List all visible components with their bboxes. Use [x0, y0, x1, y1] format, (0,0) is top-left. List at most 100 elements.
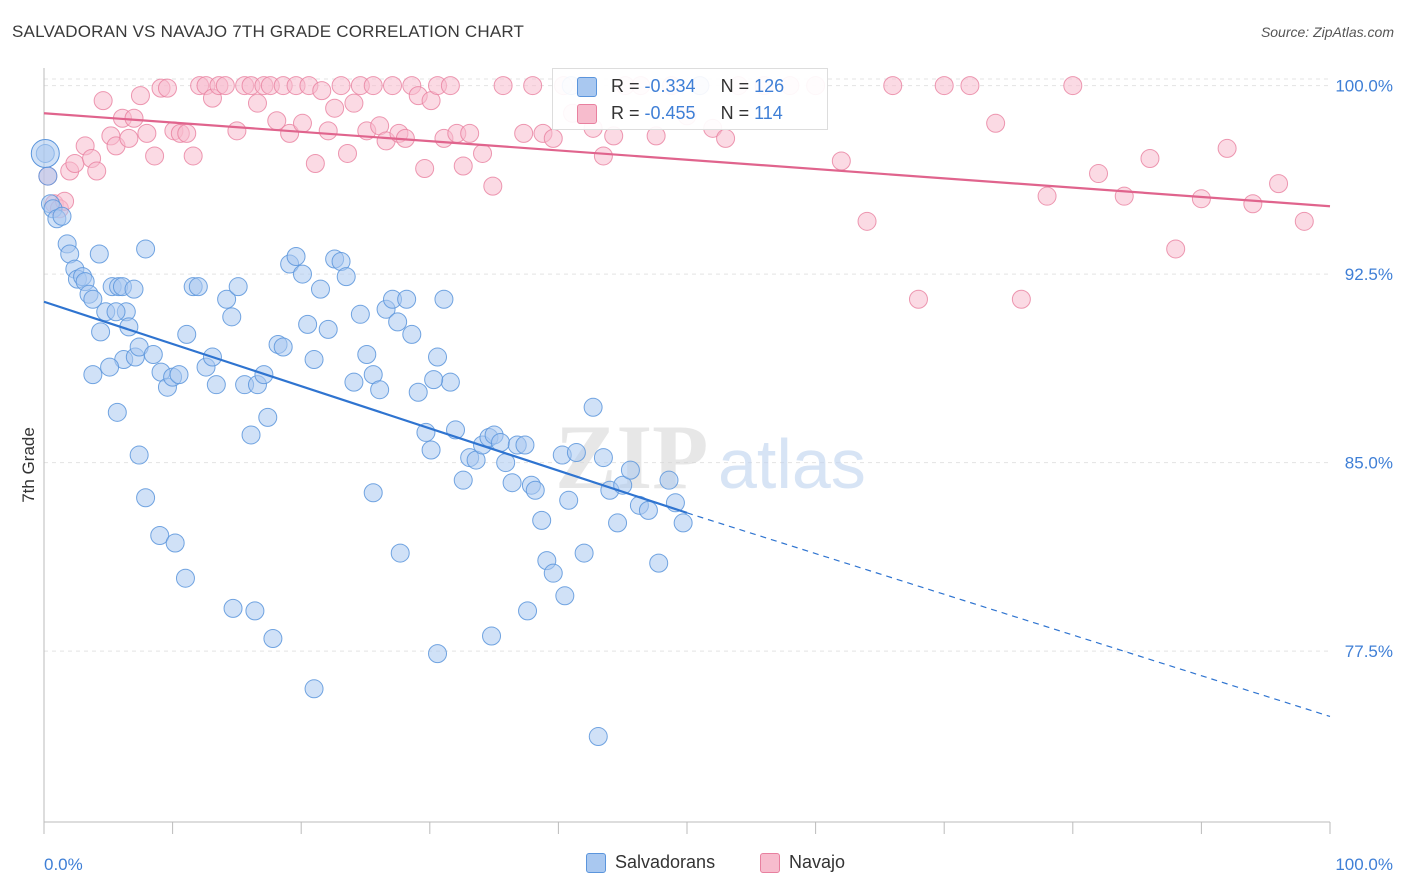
salvadorans-point — [258, 407, 278, 427]
x-tick-label: 100.0% — [1335, 855, 1393, 874]
y-axis-title: 7th Grade — [19, 427, 38, 503]
n-value: 114 — [754, 103, 783, 123]
salvadorans-point — [555, 586, 575, 606]
salvadorans-point — [263, 629, 283, 649]
navajo-point — [157, 78, 177, 98]
navajo-point — [1217, 138, 1237, 158]
salvadorans-point — [588, 727, 608, 747]
navajo-point — [1037, 186, 1057, 206]
n-label: N = — [720, 76, 755, 96]
navajo-point — [1166, 239, 1186, 259]
legend-item-navajo[interactable]: Navajo — [760, 852, 845, 873]
axes — [43, 68, 1331, 834]
salvadorans-point — [649, 553, 669, 573]
y-tick-label: 100.0% — [1335, 77, 1393, 96]
navajo-point — [483, 176, 503, 196]
navajo-legend-swatch — [760, 852, 780, 873]
salvadorans-point — [559, 490, 579, 510]
salvadorans-point — [525, 480, 545, 500]
salvadorans-point — [228, 277, 248, 297]
navajo-point — [716, 128, 736, 148]
salvadorans-point — [336, 267, 356, 287]
navajo-point — [453, 156, 473, 176]
salvadorans-point — [223, 598, 243, 618]
navajo-point — [305, 154, 325, 174]
salvadorans-point — [370, 380, 390, 400]
salvadorans-legend-swatch — [586, 852, 606, 873]
navajo-point — [831, 151, 851, 171]
navajo-point — [934, 76, 954, 96]
salvadorans-point — [583, 397, 603, 417]
salvadorans-point — [397, 289, 417, 309]
salvadorans-point — [502, 473, 522, 493]
trend-lines — [43, 112, 1331, 718]
salvadorans-point — [532, 510, 552, 530]
salvadorans-point — [286, 247, 306, 266]
salvadorans-point — [388, 312, 408, 332]
salvadorans-point — [241, 425, 261, 445]
salvadorans-point — [428, 644, 448, 664]
r-label: R = — [611, 76, 645, 96]
navajo-point — [460, 123, 480, 143]
navajo-point — [145, 146, 165, 166]
navajo-point — [908, 289, 928, 309]
stats-text: R = -0.455 N = 114 — [611, 103, 783, 124]
navajo-point — [473, 143, 493, 163]
salvadorans-point — [38, 166, 58, 186]
r-label: R = — [611, 103, 645, 123]
salvadorans-point — [217, 289, 237, 309]
navajo-point — [215, 76, 235, 96]
navajo-point — [523, 76, 543, 96]
salvadorans-swatch — [577, 77, 597, 97]
source-credit: Source: ZipAtlas.com — [1260, 24, 1394, 40]
stats-text: R = -0.334 N = 126 — [611, 76, 784, 97]
navajo-point — [1294, 211, 1314, 231]
navajo-point — [227, 121, 247, 141]
salvadorans-point — [543, 563, 563, 583]
salvadorans-point — [129, 445, 149, 465]
navajo-swatch — [577, 104, 597, 124]
navajo-point — [87, 161, 107, 181]
salvadorans-point — [298, 314, 318, 334]
navajo-point — [312, 81, 332, 101]
navajo-point — [318, 121, 338, 141]
salvadorans-trend-extension — [686, 512, 1331, 718]
salvadorans-point — [106, 302, 126, 322]
salvadorans-point — [136, 239, 156, 259]
legend-item-salvadorans[interactable]: Salvadorans — [586, 852, 715, 873]
navajo-point — [593, 146, 613, 166]
tick-labels: 77.5% 85.0% 92.5% 100.0% 0.0% 100.0% — [44, 77, 1393, 874]
navajo-point — [857, 211, 877, 231]
salvadorans-point — [428, 347, 448, 367]
series-salvadorans-points — [30, 76, 710, 747]
salvadorans-point — [83, 365, 103, 385]
navajo-point — [960, 76, 980, 96]
salvadorans-point-large — [30, 138, 60, 168]
salvadorans-point — [52, 206, 72, 226]
navajo-point — [325, 98, 345, 118]
navajo-point — [292, 113, 312, 133]
salvadorans-point — [136, 488, 156, 508]
n-label: N = — [720, 103, 755, 123]
navajo-point — [337, 143, 357, 163]
legend-label: Navajo — [789, 852, 846, 872]
y-tick-label: 85.0% — [1345, 454, 1393, 473]
salvadorans-point — [434, 289, 454, 309]
salvadorans-point — [424, 370, 444, 390]
salvadorans-point — [206, 375, 226, 395]
navajo-point — [383, 76, 403, 96]
x-tick-label: 0.0% — [44, 855, 83, 874]
salvadorans-point — [175, 568, 195, 588]
navajo-point — [514, 123, 534, 143]
navajo-point — [177, 123, 197, 143]
salvadorans-point — [620, 460, 640, 480]
navajo-point — [93, 91, 113, 111]
navajo-point — [986, 113, 1006, 133]
navajo-point — [183, 146, 203, 166]
salvadorans-point — [357, 345, 377, 365]
navajo-point — [1089, 164, 1109, 184]
salvadorans-point — [304, 350, 324, 370]
salvadorans-point — [83, 289, 103, 309]
stats-legend: R = -0.334 N = 126 R = -0.455 N = 114 — [552, 68, 828, 130]
